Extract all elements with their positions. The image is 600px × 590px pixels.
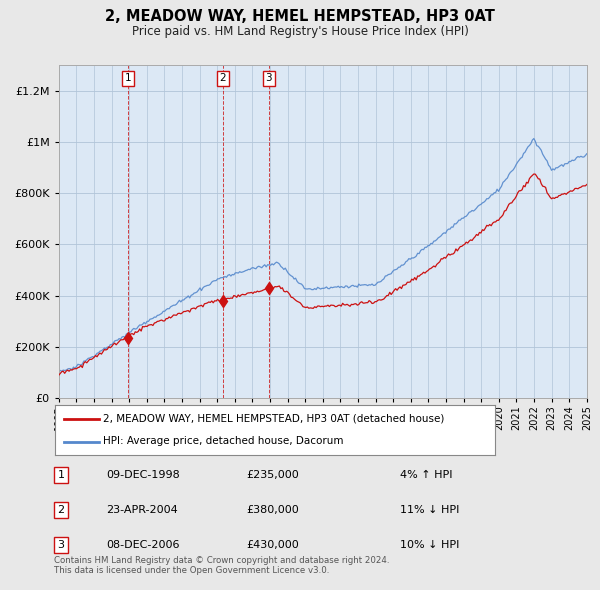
Text: Contains HM Land Registry data © Crown copyright and database right 2024.
This d: Contains HM Land Registry data © Crown c… — [54, 556, 389, 575]
Text: 2, MEADOW WAY, HEMEL HEMPSTEAD, HP3 0AT: 2, MEADOW WAY, HEMEL HEMPSTEAD, HP3 0AT — [105, 9, 495, 24]
Text: 09-DEC-1998: 09-DEC-1998 — [106, 470, 180, 480]
Text: £430,000: £430,000 — [246, 540, 299, 550]
Text: 1: 1 — [124, 73, 131, 83]
Text: 08-DEC-2006: 08-DEC-2006 — [106, 540, 179, 550]
Text: £235,000: £235,000 — [246, 470, 299, 480]
Text: 10% ↓ HPI: 10% ↓ HPI — [400, 540, 460, 550]
Text: 2: 2 — [58, 505, 65, 515]
Text: 2, MEADOW WAY, HEMEL HEMPSTEAD, HP3 0AT (detached house): 2, MEADOW WAY, HEMEL HEMPSTEAD, HP3 0AT … — [103, 414, 445, 424]
Text: 1: 1 — [58, 470, 65, 480]
Text: £380,000: £380,000 — [246, 505, 299, 515]
Text: HPI: Average price, detached house, Dacorum: HPI: Average price, detached house, Daco… — [103, 437, 344, 447]
Text: Price paid vs. HM Land Registry's House Price Index (HPI): Price paid vs. HM Land Registry's House … — [131, 25, 469, 38]
Text: 23-APR-2004: 23-APR-2004 — [106, 505, 178, 515]
Text: 3: 3 — [265, 73, 272, 83]
Text: 11% ↓ HPI: 11% ↓ HPI — [400, 505, 460, 515]
Text: 2: 2 — [220, 73, 226, 83]
Text: 4% ↑ HPI: 4% ↑ HPI — [400, 470, 452, 480]
Text: 3: 3 — [58, 540, 65, 550]
